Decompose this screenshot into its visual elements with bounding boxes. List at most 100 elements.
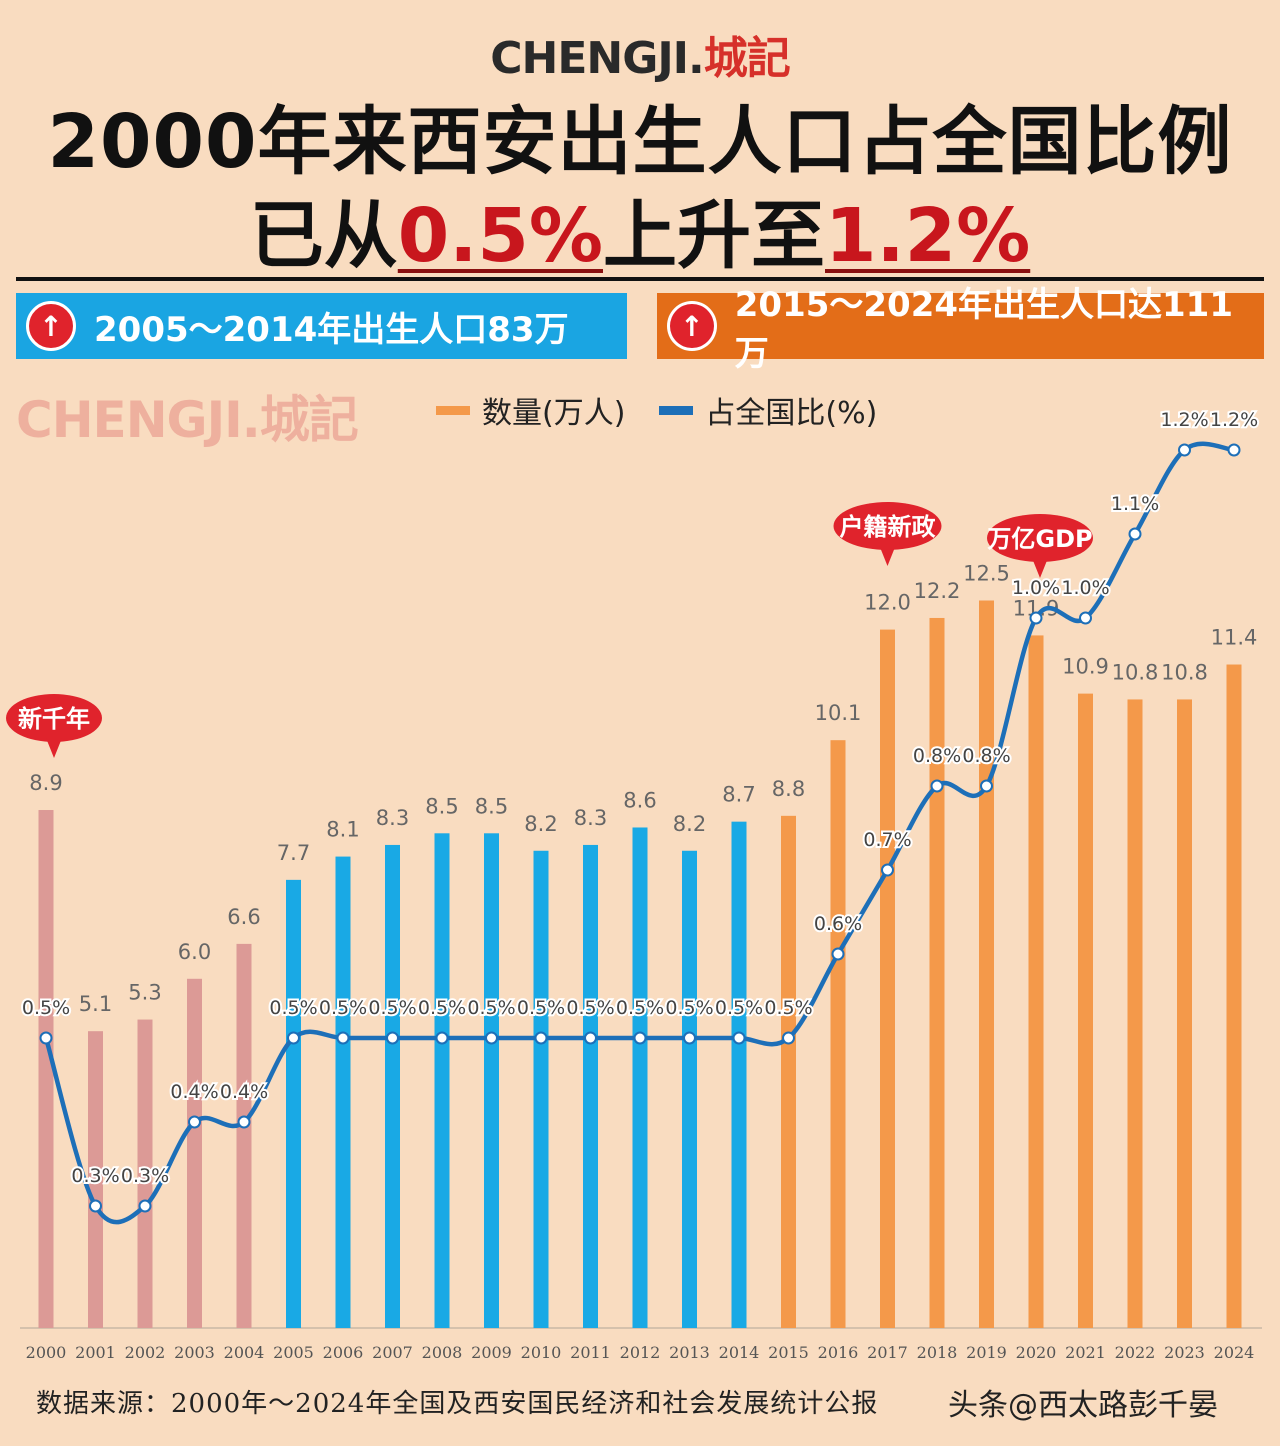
logo-latin: CHENGJI.	[490, 33, 705, 84]
bar-value-label-2011: 8.3	[574, 806, 607, 830]
bar-value-label-2023: 10.8	[1161, 660, 1208, 684]
legend-item-bars: 数量(万人)	[436, 388, 625, 432]
line-value-label-2007: 0.5%	[368, 997, 416, 1019]
bar-value-label-2018: 12.2	[914, 579, 961, 603]
page-title: 2000年来西安出生人口占全国比例	[47, 99, 1233, 185]
x-tick-label-2018: 2018	[917, 1343, 958, 1362]
line-point-2014	[732, 1031, 746, 1045]
subtitle-to-value: 1.2%	[825, 193, 1031, 279]
line-value-label-2024: 1.2%	[1210, 409, 1258, 431]
bar-value-label-2000: 8.9	[29, 771, 62, 795]
bar-2023	[1177, 699, 1192, 1328]
x-tick-label-2011: 2011	[570, 1343, 611, 1362]
bar-value-label-2019: 12.5	[963, 562, 1010, 586]
line-point-2009	[485, 1031, 498, 1045]
line-point-2001	[89, 1199, 102, 1213]
bar-value-label-2015: 8.8	[772, 777, 805, 801]
data-source-note: 数据来源：2000年～2024年全国及西安国民经济和社会发展统计公报	[36, 1389, 879, 1419]
line-value-label-2014: 0.5%	[715, 997, 763, 1019]
title-divider	[16, 277, 1264, 281]
x-tick-label-2007: 2007	[372, 1343, 413, 1362]
legend-swatch-line	[659, 405, 694, 415]
x-tick-label-2006: 2006	[323, 1343, 364, 1362]
callout-pointer-2000	[46, 738, 62, 758]
line-value-label-2004: 0.4%	[220, 1081, 268, 1103]
bar-value-label-2006: 8.1	[326, 818, 359, 842]
x-tick-label-2014: 2014	[719, 1343, 760, 1362]
bar-value-label-2003: 6.0	[178, 940, 211, 964]
bar-2000	[38, 810, 54, 1328]
line-value-label-2013: 0.5%	[665, 997, 713, 1019]
x-tick-label-2010: 2010	[521, 1343, 562, 1362]
line-value-label-2021: 1.0%	[1061, 577, 1109, 599]
bar-2016	[830, 740, 846, 1328]
line-value-label-2003: 0.4%	[170, 1081, 218, 1103]
bar-value-label-2016: 10.1	[815, 701, 862, 725]
bar-value-label-2002: 5.3	[128, 981, 161, 1005]
bar-value-label-2021: 10.9	[1062, 655, 1109, 679]
bar-2008	[434, 833, 450, 1328]
line-value-label-2018: 0.8%	[913, 745, 961, 767]
line-value-label-2010: 0.5%	[517, 997, 565, 1019]
bar-value-label-2017: 12.0	[864, 591, 911, 615]
x-tick-label-2022: 2022	[1115, 1343, 1156, 1362]
arrow-up-icon: ↑	[26, 301, 76, 351]
bar-value-label-2007: 8.3	[376, 806, 409, 830]
x-tick-label-2000: 2000	[26, 1343, 67, 1362]
bar-value-label-2008: 8.5	[425, 794, 458, 818]
line-point-2016	[831, 947, 845, 961]
x-tick-label-2004: 2004	[224, 1343, 265, 1362]
line-value-label-2002: 0.3%	[121, 1165, 169, 1187]
x-tick-label-2005: 2005	[273, 1343, 314, 1362]
bar-2002	[137, 1019, 153, 1328]
line-point-2017	[881, 863, 894, 877]
chart-legend: 数量(万人) 占全国比(%)	[436, 388, 911, 432]
line-point-2024	[1227, 443, 1241, 457]
line-value-label-2009: 0.5%	[467, 997, 515, 1019]
callout-pointer-2017	[879, 546, 896, 566]
line-point-2004	[237, 1115, 251, 1129]
x-tick-label-2021: 2021	[1065, 1343, 1106, 1362]
bar-2003	[187, 978, 202, 1328]
line-value-label-2022: 1.1%	[1111, 493, 1159, 515]
x-tick-label-2024: 2024	[1214, 1343, 1255, 1362]
line-value-label-2012: 0.5%	[616, 997, 664, 1019]
legend-label-line: 占全国比(%)	[705, 396, 878, 431]
subtitle-mid: 上升至	[603, 193, 825, 279]
brand-logo: CHENGJI.城記	[0, 22, 1280, 86]
bar-2004	[236, 943, 252, 1328]
bar-2019	[979, 600, 994, 1328]
line-value-label-2008: 0.5%	[418, 997, 466, 1019]
line-point-2011	[584, 1031, 597, 1045]
line-point-2006	[336, 1031, 350, 1045]
bar-2015	[781, 815, 796, 1328]
bar-2024	[1226, 664, 1242, 1328]
callout-bubble-2017	[833, 502, 942, 550]
bar-2018	[929, 617, 945, 1328]
legend-swatch-bars	[436, 405, 470, 415]
x-tick-label-2017: 2017	[867, 1343, 908, 1362]
x-tick-label-2002: 2002	[125, 1343, 166, 1362]
callout-bubble-2020	[987, 514, 1093, 562]
period-band-2005-2014: ↑ 2005～2014年出生人口83万	[16, 293, 627, 359]
watermark-logo: CHENGJI.城記	[16, 391, 359, 449]
bar-value-label-2005: 7.7	[277, 841, 310, 865]
x-tick-label-2013: 2013	[669, 1343, 710, 1362]
x-tick-label-2001: 2001	[75, 1343, 116, 1362]
line-point-2003	[188, 1115, 201, 1129]
x-tick-label-2008: 2008	[422, 1343, 463, 1362]
line-point-2019	[980, 779, 993, 793]
bar-2005	[286, 879, 301, 1328]
subtitle-from-value: 0.5%	[397, 193, 603, 279]
callout-label-2017: 户籍新政	[840, 513, 936, 541]
line-value-label-2017: 0.7%	[863, 829, 911, 851]
bar-2010	[533, 850, 549, 1328]
bar-2001	[88, 1031, 103, 1328]
x-tick-label-2015: 2015	[768, 1343, 809, 1362]
bar-2020	[1028, 635, 1044, 1328]
legend-label-bars: 数量(万人)	[482, 396, 626, 431]
callout-label-2020: 万亿GDP	[987, 525, 1092, 553]
band-left-label: 2005～2014年出生人口83万	[94, 309, 569, 350]
line-point-2015	[782, 1031, 795, 1045]
